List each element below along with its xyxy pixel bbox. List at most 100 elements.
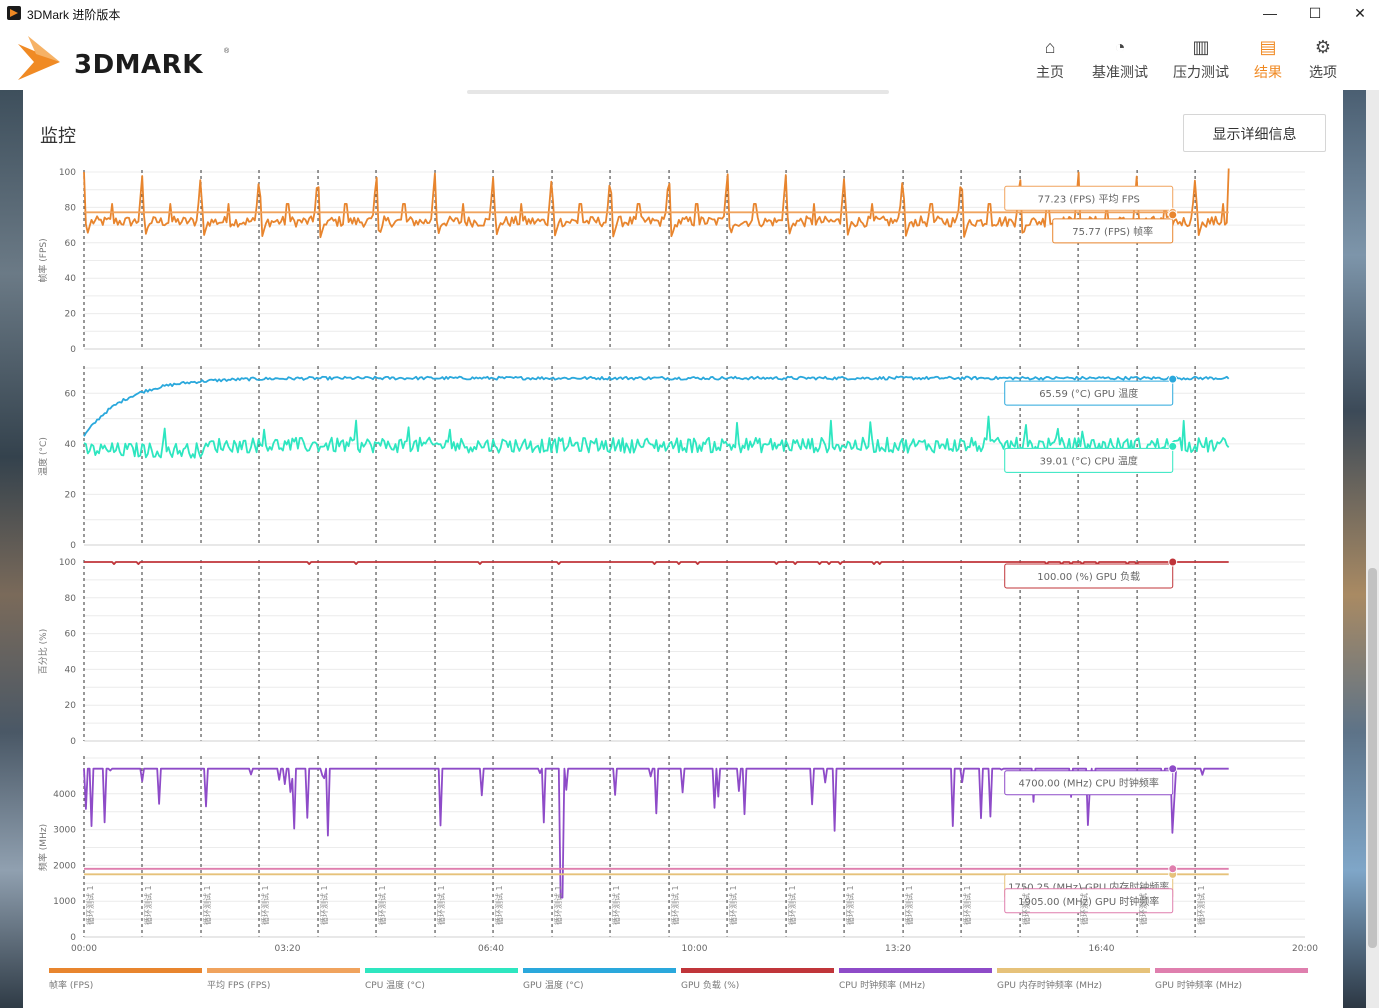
cursor-dot	[1168, 441, 1178, 451]
callout-text: 77.23 (FPS) 平均 FPS	[1038, 193, 1140, 205]
legend-item[interactable]: CPU 温度 (°C)	[365, 968, 518, 991]
3dmark-logo[interactable]: 3DMARK ®	[14, 32, 229, 82]
loop-marker-label: 循环测试 1	[319, 885, 329, 925]
callout-box	[1004, 447, 1174, 473]
y-tick-label: 100	[59, 168, 76, 178]
x-tick-label: 20:00	[1292, 944, 1318, 954]
loop-marker-label: 循环测试 1	[1021, 885, 1031, 925]
scrollbar-thumb[interactable]	[1368, 568, 1377, 948]
callout-box	[1004, 770, 1174, 796]
legend-label: 平均 FPS (FPS)	[207, 979, 270, 991]
app-header: 3DMARK ® ⌂ 主页 ◔ 基准测试 ▥ 压力测试 ▤ 结果 ⚙ 选项	[0, 26, 1379, 90]
y-axis-title: 帧率 (FPS)	[37, 238, 49, 282]
nav-options[interactable]: ⚙ 选项	[1309, 36, 1337, 82]
legend-item[interactable]: CPU 时钟频率 (MHz)	[839, 968, 992, 991]
nav-home[interactable]: ⌂ 主页	[1036, 36, 1064, 82]
section-title: 监控	[40, 126, 76, 147]
nav-home-label: 主页	[1036, 64, 1064, 80]
close-button[interactable]: ✕	[1354, 5, 1366, 21]
legend-swatch	[839, 968, 992, 973]
loop-marker-label: 循环测试 1	[845, 885, 855, 925]
nav-results[interactable]: ▤ 结果	[1254, 36, 1282, 82]
scroll-indicator	[467, 90, 889, 94]
y-tick-label: 60	[65, 389, 77, 399]
show-details-button[interactable]: 显示详细信息	[1183, 114, 1326, 152]
x-tick-label: 03:20	[275, 944, 301, 954]
x-tick-label: 13:20	[885, 944, 911, 954]
background-art-left	[0, 90, 23, 1008]
results-bars-icon: ▤	[1259, 37, 1277, 57]
nav-results-label: 结果	[1254, 64, 1282, 80]
y-axis-title: 百分比 (%)	[37, 629, 49, 674]
y-tick-label: 20	[65, 490, 77, 500]
maximize-button[interactable]: ☐	[1308, 5, 1322, 21]
y-tick-label: 60	[65, 630, 77, 640]
legend-swatch	[523, 968, 676, 973]
window-title: 3DMark 进阶版本	[27, 8, 121, 22]
nav-stress-tests-label: 压力测试	[1173, 64, 1229, 80]
logo-text: 3DMARK	[74, 50, 203, 80]
x-tick-label: 00:00	[71, 944, 97, 954]
legend-swatch	[997, 968, 1150, 973]
value-callout: 4700.00 (MHz) CPU 时钟频率	[1004, 764, 1178, 796]
gear-icon: ⚙	[1314, 37, 1332, 57]
legend-swatch	[365, 968, 518, 973]
y-tick-label: 0	[70, 541, 76, 551]
legend-label: CPU 温度 (°C)	[365, 979, 425, 991]
y-tick-label: 60	[65, 239, 77, 249]
y-tick-label: 20	[65, 310, 77, 320]
y-tick-label: 4000	[53, 790, 76, 800]
legend-item[interactable]: 平均 FPS (FPS)	[207, 968, 360, 991]
series-line-gpu_load	[84, 561, 1229, 565]
y-axis-title: 频率 (MHz)	[37, 824, 49, 871]
legend-item[interactable]: GPU 温度 (°C)	[523, 968, 676, 991]
loop-marker-label: 循环测试 1	[377, 885, 387, 925]
loop-marker-label: 循环测试 1	[787, 885, 797, 925]
callout-text: 39.01 (°C) CPU 温度	[1040, 454, 1138, 467]
legend-swatch	[207, 968, 360, 973]
legend-item[interactable]: GPU 时钟频率 (MHz)	[1155, 968, 1308, 991]
y-tick-label: 80	[65, 203, 77, 213]
loop-marker-label: 循环测试 1	[904, 885, 914, 925]
chart-panel-1: 0 20 40 60 80 100 帧率 (FPS) 77.23 (FPS) 平均 FPS 75…	[37, 168, 1305, 355]
value-callout: 39.01 (°C) CPU 温度	[1004, 441, 1178, 473]
nav-options-label: 选项	[1309, 64, 1337, 80]
y-tick-label: 20	[65, 701, 77, 711]
loop-marker-label: 循环测试 1	[728, 885, 738, 925]
loop-marker-label: 循环测试 1	[436, 885, 446, 925]
callout-text: 100.00 (%) GPU 负载	[1037, 570, 1140, 583]
legend-label: GPU 负载 (%)	[681, 979, 739, 991]
legend-item[interactable]: GPU 内存时钟频率 (MHz)	[997, 968, 1150, 991]
cursor-dot	[1168, 374, 1178, 384]
loop-marker-label: 循环测试 1	[143, 885, 153, 925]
home-icon: ⌂	[1044, 37, 1056, 57]
y-tick-label: 40	[65, 665, 77, 675]
gauge-icon: ◔	[1114, 37, 1126, 57]
loop-marker-label: 循环测试 1	[1138, 885, 1148, 925]
cursor-dot	[1168, 764, 1178, 774]
cursor-dot	[1168, 864, 1178, 874]
y-tick-label: 40	[65, 440, 77, 450]
value-callout: 100.00 (%) GPU 负载	[1004, 557, 1178, 589]
y-tick-label: 0	[70, 345, 76, 355]
minimize-button[interactable]: —	[1263, 5, 1277, 21]
loop-marker-label: 循环测试 1	[1079, 885, 1089, 925]
series-line-cpu_temp	[83, 415, 1230, 459]
legend-item[interactable]: 帧率 (FPS)	[49, 968, 202, 991]
callout-box	[1004, 888, 1174, 914]
y-axis-title: 温度 (°C)	[37, 437, 49, 476]
legend-item[interactable]: GPU 负载 (%)	[681, 968, 834, 991]
nav-stress-tests[interactable]: ▥ 压力测试	[1173, 36, 1229, 82]
nav-benchmarks[interactable]: ◔ 基准测试	[1092, 36, 1148, 82]
value-callout: 75.77 (FPS) 帧率	[1052, 210, 1178, 244]
value-callout: 1905.00 (MHz) GPU 时钟频率	[1004, 864, 1178, 914]
legend-label: 帧率 (FPS)	[49, 979, 93, 991]
y-tick-label: 100	[59, 558, 76, 568]
callout-text: 75.77 (FPS) 帧率	[1072, 225, 1153, 238]
chart-panel-4: 0 1000 2000 3000 4000 频率 (MHz) 4700.00 (MHz) C…	[37, 756, 1305, 943]
y-tick-label: 80	[65, 594, 77, 604]
callout-box	[1004, 380, 1174, 406]
y-tick-label: 0	[70, 933, 76, 943]
series-line-gpu_temp	[83, 375, 1230, 437]
